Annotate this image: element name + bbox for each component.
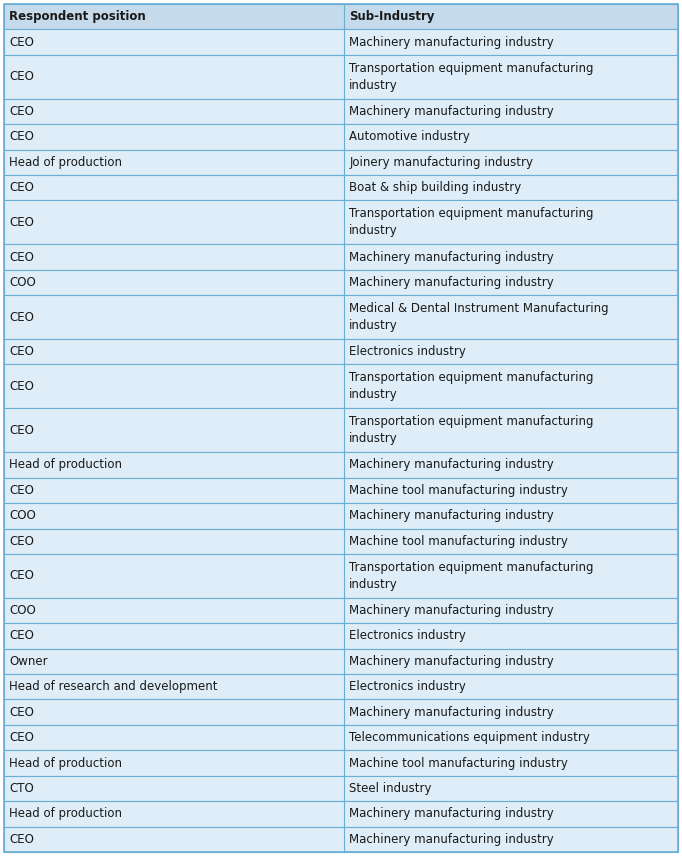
Text: Owner: Owner (9, 655, 48, 668)
Bar (4, 478, 678, 503)
Bar (4, 751, 678, 776)
Bar (4, 295, 678, 339)
Text: Machinery manufacturing industry: Machinery manufacturing industry (349, 833, 554, 846)
Text: Head of production: Head of production (9, 807, 122, 820)
Bar (4, 4, 678, 29)
Text: CEO: CEO (9, 130, 34, 143)
Text: Machinery manufacturing industry: Machinery manufacturing industry (349, 276, 554, 289)
Text: Machinery manufacturing industry: Machinery manufacturing industry (349, 655, 554, 668)
Bar (4, 270, 678, 295)
Text: Transportation equipment manufacturing
industry: Transportation equipment manufacturing i… (349, 207, 594, 237)
Text: Electronics industry: Electronics industry (349, 681, 466, 693)
Text: Electronics industry: Electronics industry (349, 629, 466, 643)
Text: CEO: CEO (9, 105, 34, 118)
Text: CEO: CEO (9, 311, 34, 324)
Bar (4, 408, 678, 452)
Text: Head of production: Head of production (9, 757, 122, 770)
Bar (4, 175, 678, 200)
Bar (4, 503, 678, 528)
Text: CEO: CEO (9, 181, 34, 194)
Text: Machinery manufacturing industry: Machinery manufacturing industry (349, 604, 554, 617)
Text: Transportation equipment manufacturing
industry: Transportation equipment manufacturing i… (349, 561, 594, 591)
Text: Transportation equipment manufacturing
industry: Transportation equipment manufacturing i… (349, 415, 594, 445)
Text: CEO: CEO (9, 345, 34, 359)
Bar (4, 623, 678, 649)
Bar (4, 699, 678, 725)
Text: Machinery manufacturing industry: Machinery manufacturing industry (349, 705, 554, 719)
Bar (4, 55, 678, 98)
Bar (4, 452, 678, 478)
Text: Machinery manufacturing industry: Machinery manufacturing industry (349, 251, 554, 264)
Bar (4, 649, 678, 674)
Text: Machine tool manufacturing industry: Machine tool manufacturing industry (349, 484, 568, 496)
Text: CEO: CEO (9, 484, 34, 496)
Text: Machinery manufacturing industry: Machinery manufacturing industry (349, 459, 554, 472)
Text: Telecommunications equipment industry: Telecommunications equipment industry (349, 731, 590, 744)
Bar (4, 150, 678, 175)
Bar (4, 674, 678, 699)
Bar (4, 827, 678, 852)
Text: CEO: CEO (9, 380, 34, 393)
Text: CEO: CEO (9, 731, 34, 744)
Text: COO: COO (9, 276, 35, 289)
Text: Transportation equipment manufacturing
industry: Transportation equipment manufacturing i… (349, 62, 594, 92)
Text: Head of research and development: Head of research and development (9, 681, 218, 693)
Text: CEO: CEO (9, 424, 34, 437)
Text: Machinery manufacturing industry: Machinery manufacturing industry (349, 509, 554, 522)
Bar (4, 365, 678, 408)
Text: Machinery manufacturing industry: Machinery manufacturing industry (349, 807, 554, 820)
Bar (4, 725, 678, 751)
Bar (4, 339, 678, 365)
Text: Medical & Dental Instrument Manufacturing
industry: Medical & Dental Instrument Manufacturin… (349, 302, 609, 332)
Bar (4, 801, 678, 827)
Text: Electronics industry: Electronics industry (349, 345, 466, 359)
Bar (4, 29, 678, 55)
Text: Head of production: Head of production (9, 156, 122, 169)
Text: Machinery manufacturing industry: Machinery manufacturing industry (349, 105, 554, 118)
Text: COO: COO (9, 604, 35, 617)
Bar (4, 528, 678, 554)
Text: Machinery manufacturing industry: Machinery manufacturing industry (349, 36, 554, 49)
Text: CEO: CEO (9, 251, 34, 264)
Bar (4, 124, 678, 150)
Bar (4, 200, 678, 244)
Bar (4, 244, 678, 270)
Text: Head of production: Head of production (9, 459, 122, 472)
Text: Automotive industry: Automotive industry (349, 130, 471, 143)
Text: CEO: CEO (9, 705, 34, 719)
Text: CTO: CTO (9, 782, 33, 795)
Text: Respondent position: Respondent position (9, 10, 146, 23)
Text: Steel industry: Steel industry (349, 782, 432, 795)
Text: Machine tool manufacturing industry: Machine tool manufacturing industry (349, 757, 568, 770)
Bar (4, 597, 678, 623)
Text: CEO: CEO (9, 629, 34, 643)
Bar (4, 554, 678, 597)
Text: CEO: CEO (9, 833, 34, 846)
Text: CEO: CEO (9, 36, 34, 49)
Text: Sub-Industry: Sub-Industry (349, 10, 435, 23)
Text: Joinery manufacturing industry: Joinery manufacturing industry (349, 156, 533, 169)
Text: COO: COO (9, 509, 35, 522)
Bar (4, 98, 678, 124)
Text: Machine tool manufacturing industry: Machine tool manufacturing industry (349, 535, 568, 548)
Text: CEO: CEO (9, 70, 34, 83)
Text: CEO: CEO (9, 535, 34, 548)
Text: Boat & ship building industry: Boat & ship building industry (349, 181, 522, 194)
Text: Transportation equipment manufacturing
industry: Transportation equipment manufacturing i… (349, 372, 594, 401)
Text: CEO: CEO (9, 216, 34, 229)
Text: CEO: CEO (9, 569, 34, 582)
Bar (4, 776, 678, 801)
